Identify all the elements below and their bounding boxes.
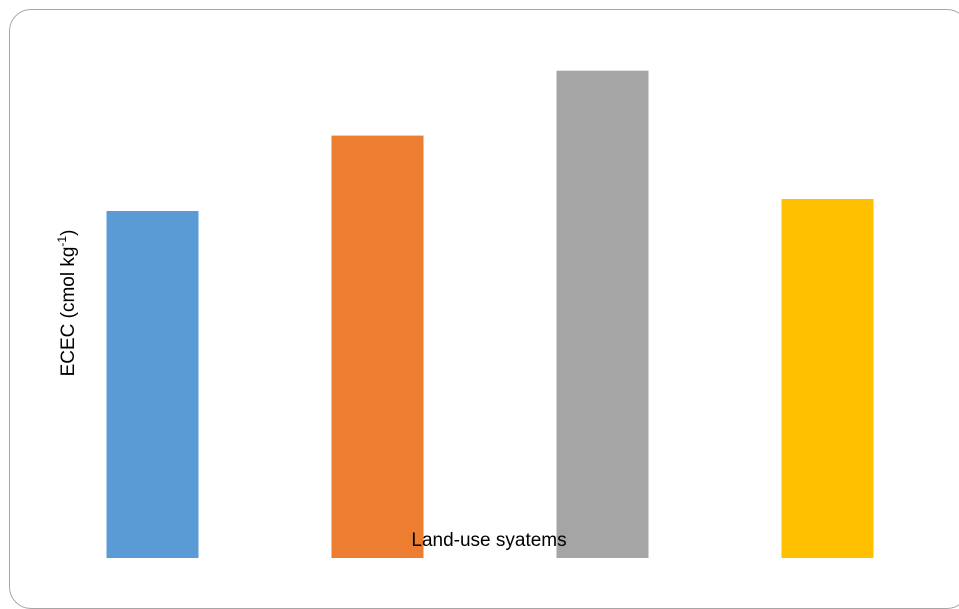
bar-3 xyxy=(556,70,649,558)
bar-group xyxy=(106,70,874,558)
bar-2 xyxy=(331,135,424,558)
chart-area: ECEC (cmol kg-1) Land-use syatems xyxy=(9,9,959,609)
y-axis-label: ECEC (cmol kg-1) xyxy=(55,230,79,377)
bar-4 xyxy=(781,199,874,558)
bar-1 xyxy=(106,211,199,558)
bar-chart: ECEC (cmol kg-1) Land-use syatems xyxy=(55,70,874,558)
x-axis-label: Land-use syatems xyxy=(411,530,566,551)
